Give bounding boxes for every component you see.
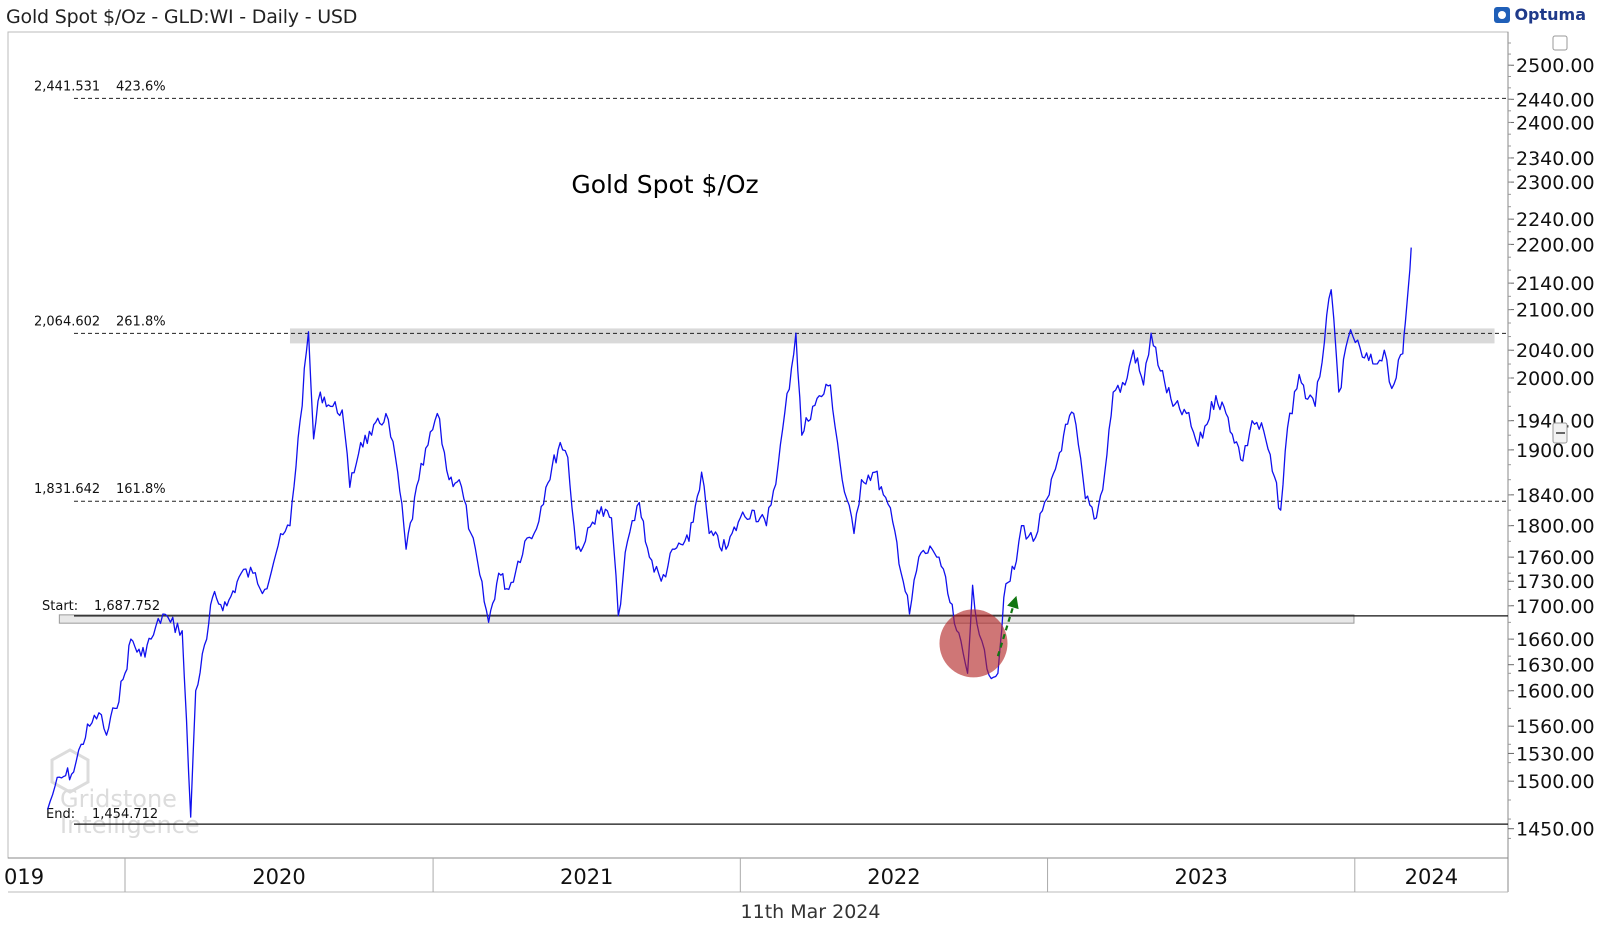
support-zone: [58, 614, 1355, 624]
y-axis-tick-label: 2000.00: [1516, 368, 1595, 390]
fib-level-price-label: 2,064.602: [34, 314, 100, 329]
y-axis-tick-label: 1760.00: [1516, 547, 1595, 569]
oversold-highlight-circle: [939, 609, 1008, 678]
x-axis-year-label: 019: [4, 865, 44, 889]
lock-icon[interactable]: [1552, 35, 1568, 51]
x-axis-year-label: 2023: [1174, 865, 1227, 889]
y-axis-tick-label: 2240.00: [1516, 209, 1595, 231]
optuma-brand-text: Optuma: [1514, 5, 1586, 24]
watermark-line-1: Gridstone: [60, 785, 177, 813]
y-axis-tick-label: 1530.00: [1516, 743, 1595, 765]
y-axis-tick-label: 2500.00: [1516, 55, 1595, 77]
optuma-brand: Optuma: [1494, 5, 1586, 24]
y-axis-tick-label: 2300.00: [1516, 172, 1595, 194]
x-axis-year-label: 2021: [560, 865, 613, 889]
x-axis-year-label: 2024: [1405, 865, 1458, 889]
y-axis-tick-label: 2200.00: [1516, 234, 1595, 256]
y-axis-tick-label: 1730.00: [1516, 571, 1595, 593]
y-axis-tick-label: 1940.00: [1516, 411, 1595, 433]
breakout-arrow-line: [996, 595, 1018, 657]
fib-start-value-label: 1,687.752: [94, 599, 160, 614]
y-axis-tick-label: 1800.00: [1516, 516, 1595, 538]
watermark-hex-icon: [50, 748, 90, 794]
fib-end-label: End:: [46, 807, 75, 822]
fib-level-pct-label: 161.8%: [116, 482, 166, 497]
optuma-logo-icon: [1494, 6, 1511, 23]
y-axis-tick-label: 2400.00: [1516, 112, 1595, 134]
y-axis-tick-label: 1450.00: [1516, 819, 1595, 841]
chart-header-title: Gold Spot $/Oz - GLD:WI - Daily - USD: [6, 6, 358, 28]
fib-level-price-label: 2,441.531: [34, 79, 100, 94]
fib-level-price-label: 1,831.642: [34, 482, 100, 497]
fib-end-value-label: 1,454.712: [92, 807, 158, 822]
y-axis-tick-label: 1700.00: [1516, 596, 1595, 618]
breakout-arrow-head-icon: [1007, 595, 1019, 610]
y-axis-tick-label: 1630.00: [1516, 655, 1595, 677]
y-axis-tick-label: 1900.00: [1516, 440, 1595, 462]
y-axis-tick-label: 1600.00: [1516, 681, 1595, 703]
y-axis-tick-label: 2140.00: [1516, 273, 1595, 295]
y-axis-tick-label: 1660.00: [1516, 629, 1595, 651]
x-axis-year-label: 2022: [867, 865, 920, 889]
chart-date: 11th Mar 2024: [740, 901, 881, 923]
price-series-line: [46, 247, 1412, 818]
chart-title: Gold Spot $/Oz: [571, 170, 758, 199]
x-axis-year-label: 2020: [252, 865, 305, 889]
y-axis-tick-label: 1560.00: [1516, 716, 1595, 738]
watermark-line-2: Intelligence: [60, 811, 200, 839]
fib-level-pct-label: 261.8%: [116, 314, 166, 329]
y-axis-tick-label: 2100.00: [1516, 300, 1595, 322]
y-axis-tick-label: 1840.00: [1516, 485, 1595, 507]
resistance-zone: [289, 328, 1495, 344]
y-axis-tick-label: 1500.00: [1516, 771, 1595, 793]
y-axis-tick-label: 2440.00: [1516, 89, 1595, 111]
fib-start-label: Start:: [42, 599, 78, 614]
y-axis-tick-label: 2040.00: [1516, 340, 1595, 362]
fib-level-pct-label: 423.6%: [116, 79, 166, 94]
plot-frame: [7, 31, 1509, 859]
y-axis-tick-label: 2340.00: [1516, 148, 1595, 170]
